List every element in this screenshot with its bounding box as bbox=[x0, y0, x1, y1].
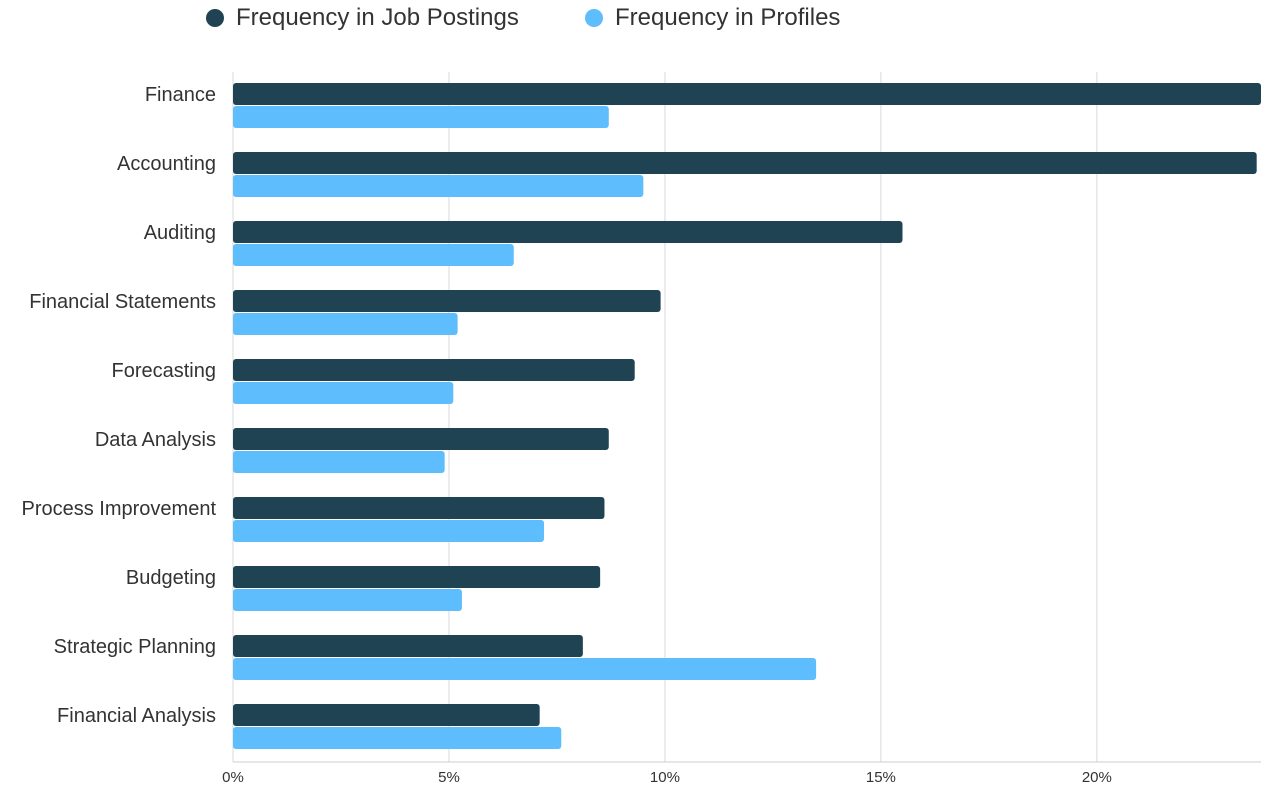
bar-job-postings-5[interactable] bbox=[233, 428, 609, 450]
bar-job-postings-8[interactable] bbox=[233, 635, 583, 657]
bar-job-postings-2[interactable] bbox=[233, 221, 903, 243]
bar-job-postings-4[interactable] bbox=[233, 359, 635, 381]
legend-label-profiles: Frequency in Profiles bbox=[615, 4, 841, 31]
category-label-0: Finance bbox=[145, 84, 216, 106]
bar-profiles-8[interactable] bbox=[233, 658, 817, 680]
legend-item-profiles[interactable]: Frequency in Profiles bbox=[585, 4, 840, 32]
bar-profiles-2[interactable] bbox=[233, 244, 514, 266]
x-tick-label-4: 20% bbox=[1082, 769, 1112, 786]
bar-profiles-1[interactable] bbox=[233, 175, 644, 197]
bar-job-postings-9[interactable] bbox=[233, 704, 540, 726]
bar-job-postings-6[interactable] bbox=[233, 497, 605, 519]
category-label-5: Data Analysis bbox=[95, 429, 216, 451]
legend-label-job-postings: Frequency in Job Postings bbox=[236, 4, 519, 31]
bar-profiles-9[interactable] bbox=[233, 727, 562, 749]
bar-profiles-5[interactable] bbox=[233, 451, 445, 473]
legend: Frequency in Job Postings Frequency in P… bbox=[0, 0, 1275, 36]
bar-job-postings-1[interactable] bbox=[233, 152, 1257, 174]
bar-profiles-6[interactable] bbox=[233, 520, 544, 542]
legend-swatch-profiles bbox=[585, 9, 603, 27]
category-label-3: Financial Statements bbox=[29, 291, 216, 313]
x-tick-label-1: 5% bbox=[438, 769, 460, 786]
x-tick-label-0: 0% bbox=[222, 769, 244, 786]
bar-profiles-4[interactable] bbox=[233, 382, 454, 404]
category-label-1: Accounting bbox=[117, 153, 216, 175]
bar-job-postings-7[interactable] bbox=[233, 566, 601, 588]
legend-item-job-postings[interactable]: Frequency in Job Postings bbox=[206, 4, 519, 32]
bar-job-postings-0[interactable] bbox=[233, 83, 1261, 105]
category-label-7: Budgeting bbox=[126, 567, 216, 589]
x-tick-label-2: 10% bbox=[650, 769, 680, 786]
bar-profiles-7[interactable] bbox=[233, 589, 462, 611]
bar-job-postings-3[interactable] bbox=[233, 290, 661, 312]
category-label-9: Financial Analysis bbox=[57, 705, 216, 727]
category-label-2: Auditing bbox=[144, 222, 216, 244]
legend-swatch-job-postings bbox=[206, 9, 224, 27]
category-label-4: Forecasting bbox=[112, 360, 217, 382]
category-label-6: Process Improvement bbox=[21, 498, 216, 520]
bar-profiles-0[interactable] bbox=[233, 106, 609, 128]
bar-profiles-3[interactable] bbox=[233, 313, 458, 335]
x-tick-label-3: 15% bbox=[866, 769, 896, 786]
category-label-8: Strategic Planning bbox=[54, 636, 216, 658]
